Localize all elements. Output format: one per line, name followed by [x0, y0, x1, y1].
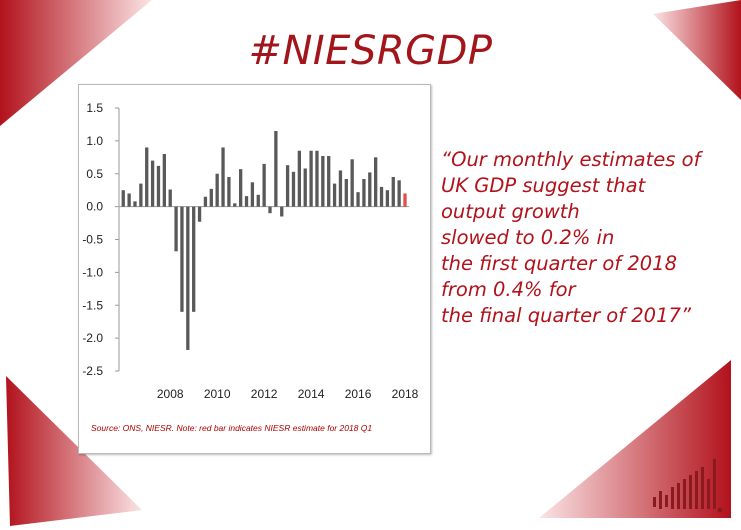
bar — [180, 206, 184, 312]
bar — [397, 180, 401, 207]
bar — [274, 131, 278, 207]
corner-decoration-bottom-left — [6, 376, 142, 526]
quote-line: the final quarter of 2017” — [441, 304, 692, 327]
y-tick-label: 1.5 — [86, 101, 103, 115]
niesr-logo-icon — [653, 459, 723, 513]
quote-line: the first quarter of 2018 — [441, 252, 677, 275]
x-tick-label: 2014 — [298, 387, 325, 401]
bar — [362, 179, 366, 207]
bar — [227, 177, 231, 207]
chart-bars — [121, 131, 407, 350]
quote-text: “Our monthly estimates of UK GDP suggest… — [441, 147, 741, 329]
bar — [221, 147, 225, 207]
bar — [280, 206, 284, 217]
bar — [315, 150, 319, 207]
quote-line: slowed to 0.2% in — [441, 226, 615, 249]
bar — [285, 165, 290, 207]
y-tick-label: -2.0 — [82, 331, 103, 345]
bar — [379, 186, 384, 207]
bar — [127, 193, 131, 207]
bar — [262, 163, 266, 207]
bar — [338, 170, 343, 207]
x-tick-labels: 2008 2010 2012 2014 2016 2018 — [157, 387, 419, 401]
bar — [321, 155, 325, 207]
bar — [385, 190, 390, 207]
bar — [215, 173, 219, 207]
bar — [156, 165, 161, 207]
bar — [268, 206, 272, 214]
quote-line: “Our monthly estimates of — [441, 148, 701, 171]
chart-axes — [115, 107, 410, 372]
gdp-growth-bar-chart: 1.5 1.0 0.5 0.0 -0.5 -1.0 -1.5 -2.0 -2.5 2008 201… — [82, 101, 419, 401]
bar — [168, 189, 172, 207]
y-tick-label: -1.5 — [82, 298, 103, 312]
quote-line: output growth — [441, 200, 580, 223]
y-tick-label: 0.5 — [86, 167, 103, 181]
y-tick-label: 0.0 — [86, 200, 103, 214]
y-tick-label: 1.0 — [86, 134, 103, 148]
bar — [344, 179, 348, 207]
corner-decoration-bottom-right — [539, 360, 731, 518]
source-note: Source: ONS, NIESR. Note: red bar indica… — [91, 423, 373, 433]
bar — [356, 192, 360, 207]
bar — [391, 177, 395, 207]
bar — [374, 157, 378, 207]
x-tick-label: 2018 — [392, 387, 419, 401]
y-tick-label: -0.5 — [82, 233, 103, 247]
x-tick-label: 2010 — [204, 387, 231, 401]
quote-line: from 0.4% for — [441, 278, 576, 301]
bar — [139, 183, 143, 207]
bar — [244, 196, 249, 207]
bar — [303, 168, 307, 207]
bar — [197, 206, 202, 222]
bar — [145, 147, 149, 207]
bar — [350, 159, 354, 207]
bar — [256, 194, 260, 207]
x-tick-label: 2008 — [157, 387, 184, 401]
chart-panel: 1.5 1.0 0.5 0.0 -0.5 -1.0 -1.5 -2.0 -2.5 2008 201… — [78, 84, 431, 454]
bar — [192, 206, 196, 312]
y-tick-labels: 1.5 1.0 0.5 0.0 -0.5 -1.0 -1.5 -2.0 -2.5 — [82, 101, 103, 378]
bar — [233, 203, 237, 207]
bar — [250, 182, 255, 207]
bar — [162, 154, 166, 207]
x-tick-label: 2012 — [251, 387, 278, 401]
x-tick-label: 2016 — [345, 387, 372, 401]
bar — [150, 160, 155, 207]
bar — [121, 190, 125, 207]
bar — [239, 169, 243, 207]
bar — [291, 171, 296, 207]
bar — [186, 206, 190, 350]
quote-line: UK GDP suggest that — [441, 174, 646, 197]
bar — [332, 183, 337, 207]
bar — [209, 188, 213, 207]
bar — [174, 206, 178, 252]
y-tick-label: -2.5 — [82, 364, 103, 378]
bar — [203, 196, 208, 207]
bar-estimate — [403, 193, 407, 207]
bar — [368, 172, 372, 207]
page-title: #NIESRGDP — [248, 28, 493, 74]
bar — [309, 150, 313, 207]
bar — [327, 155, 331, 207]
bar — [133, 201, 137, 207]
y-tick-label: -1.0 — [82, 265, 103, 279]
corner-decoration-top-left — [0, 0, 152, 126]
corner-decoration-top-right — [653, 0, 741, 100]
bar — [297, 150, 301, 207]
